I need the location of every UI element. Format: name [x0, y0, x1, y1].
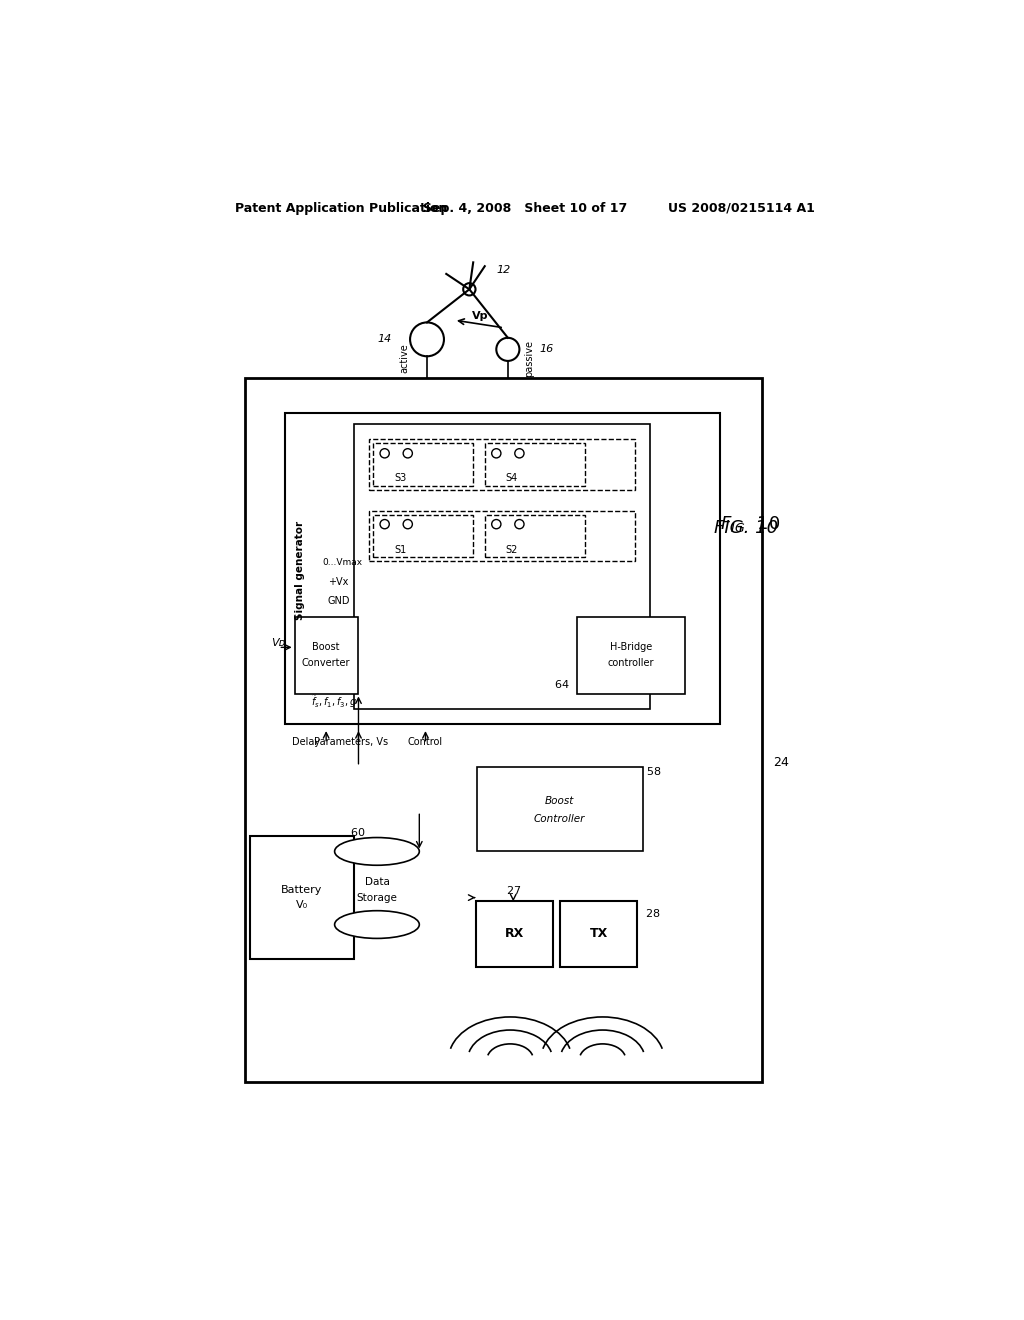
Bar — [477, 767, 643, 851]
Text: $\mathit{60}$: $\mathit{60}$ — [350, 826, 366, 838]
Text: Vp: Vp — [472, 312, 488, 321]
Text: $\mathit{28}$: $\mathit{28}$ — [645, 907, 660, 919]
Text: US 2008/0215114 A1: US 2008/0215114 A1 — [669, 202, 815, 215]
Text: Vᴅ: Vᴅ — [271, 639, 286, 648]
Bar — [578, 616, 685, 693]
Bar — [370, 511, 635, 561]
Text: active: active — [399, 343, 409, 374]
Text: Data: Data — [365, 878, 389, 887]
Text: $\widetilde{f}_s, f_1, f_3, g$: $\widetilde{f}_s, f_1, f_3, g$ — [311, 693, 357, 710]
Text: Controller: Controller — [534, 814, 585, 824]
Text: S4: S4 — [506, 473, 518, 483]
Text: S2: S2 — [506, 545, 518, 554]
Bar — [354, 424, 650, 709]
Text: Signal generator: Signal generator — [295, 521, 305, 620]
Text: S1: S1 — [394, 545, 407, 554]
Text: $\mathit{58}$: $\mathit{58}$ — [646, 764, 662, 776]
Text: H-Bridge: H-Bridge — [610, 643, 652, 652]
Text: V₀: V₀ — [296, 900, 307, 911]
Bar — [285, 413, 720, 725]
Text: Converter: Converter — [302, 657, 350, 668]
Text: Storage: Storage — [356, 892, 397, 903]
Text: S3: S3 — [394, 473, 407, 483]
Text: 12: 12 — [497, 265, 511, 275]
Text: Control: Control — [408, 737, 443, 747]
Bar — [295, 616, 357, 693]
Bar — [373, 444, 473, 486]
Bar — [373, 515, 473, 557]
Text: FIG. 10: FIG. 10 — [715, 519, 778, 537]
Text: $\mathit{F_{IG.}\ 10}$: $\mathit{F_{IG.}\ 10}$ — [720, 515, 780, 535]
Bar — [250, 836, 354, 960]
Bar — [475, 902, 553, 966]
Text: TX: TX — [590, 927, 608, 940]
Text: 14: 14 — [378, 334, 392, 345]
Text: Battery: Battery — [281, 884, 323, 895]
Text: $\mathit{64}$: $\mathit{64}$ — [554, 677, 569, 689]
Bar — [245, 378, 762, 1082]
Ellipse shape — [335, 911, 419, 939]
Text: $\mathit{24}$: $\mathit{24}$ — [773, 756, 790, 770]
Ellipse shape — [335, 837, 419, 866]
Text: Boost: Boost — [312, 643, 340, 652]
Text: 16: 16 — [540, 345, 554, 354]
Text: RX: RX — [505, 927, 523, 940]
Text: $\mathit{27}$: $\mathit{27}$ — [507, 884, 521, 896]
Text: GND: GND — [328, 597, 350, 606]
Bar — [484, 444, 585, 486]
Text: Sep. 4, 2008   Sheet 10 of 17: Sep. 4, 2008 Sheet 10 of 17 — [423, 202, 627, 215]
Text: passive: passive — [524, 341, 535, 378]
Bar — [484, 515, 585, 557]
Bar — [370, 440, 635, 490]
Text: Parameters, Vs: Parameters, Vs — [313, 737, 388, 747]
Bar — [560, 902, 637, 966]
Text: Delay: Delay — [292, 737, 321, 747]
Text: Boost: Boost — [545, 796, 574, 807]
Text: 0...Vmax: 0...Vmax — [323, 558, 362, 568]
Text: controller: controller — [608, 657, 654, 668]
Text: +Vx: +Vx — [329, 577, 348, 587]
Text: Patent Application Publication: Patent Application Publication — [234, 202, 446, 215]
